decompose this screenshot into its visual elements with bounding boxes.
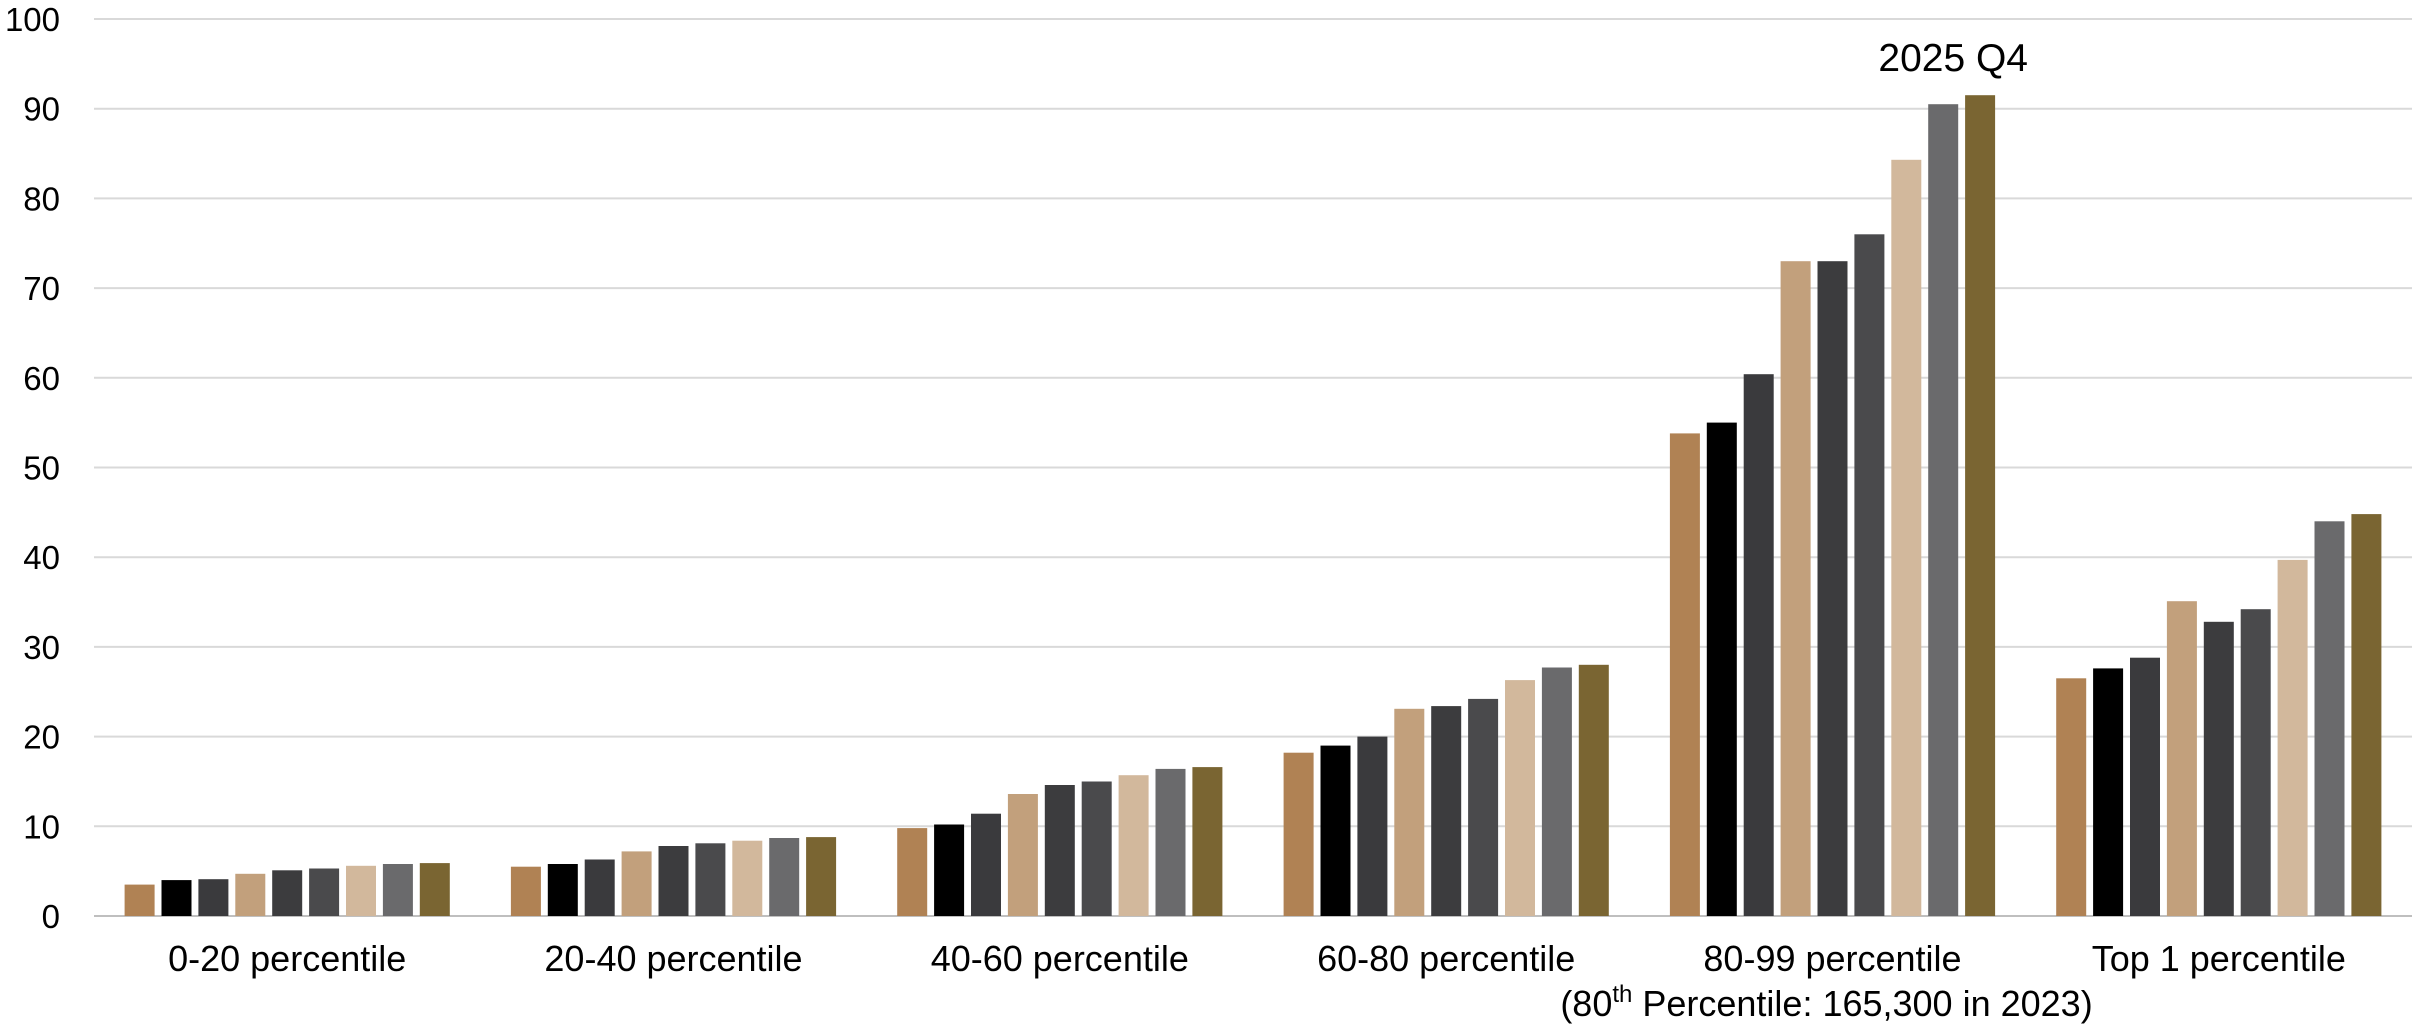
y-tick-label: 70 (23, 270, 60, 307)
bar (124, 884, 155, 916)
y-tick-label: 100 (5, 1, 60, 38)
bar (547, 864, 578, 916)
category-note-suffix: Percentile: 165,300 in 2023) (1632, 983, 2092, 1024)
bar (2203, 621, 2234, 916)
bar (2166, 601, 2197, 916)
bar (1891, 159, 1922, 917)
bar (1357, 736, 1388, 916)
bar (1394, 708, 1425, 916)
bar (806, 837, 837, 916)
bar (272, 870, 303, 916)
bar (1854, 234, 1885, 917)
bar (934, 824, 965, 916)
category-note: (80th Percentile: 165,300 in 2023) (1560, 981, 2092, 1024)
bar (1320, 745, 1351, 916)
x-category-label: 60-80 percentile (1317, 938, 1575, 979)
bar (161, 880, 192, 916)
x-category-label: 80-99 percentile (1703, 938, 1961, 979)
bar (2093, 668, 2124, 916)
bar (2351, 514, 2382, 916)
bar (1118, 775, 1149, 916)
bar (1192, 767, 1223, 916)
y-tick-label: 0 (42, 898, 60, 935)
bar (235, 873, 266, 916)
x-category-label: 0-20 percentile (168, 938, 406, 979)
bar (1928, 104, 1959, 916)
bar (1081, 781, 1112, 916)
bar (1541, 667, 1572, 916)
bar (2056, 678, 2087, 916)
bar (769, 838, 800, 916)
bar (2314, 521, 2345, 916)
bar (1155, 768, 1186, 916)
bar (1007, 794, 1038, 916)
bar (510, 866, 541, 916)
bar (2240, 609, 2271, 916)
bar (621, 851, 652, 916)
x-category-label: 20-40 percentile (544, 938, 802, 979)
y-tick-label: 20 (23, 719, 60, 756)
y-tick-label: 10 (23, 808, 60, 845)
category-note-superscript: th (1612, 981, 1632, 1008)
y-tick-label: 80 (23, 180, 60, 217)
bar (1669, 433, 1700, 916)
bar (346, 865, 376, 916)
gridlines (94, 18, 2412, 917)
x-category-label: 40-60 percentile (931, 938, 1189, 979)
y-axis-tick-labels: 0 10 20 30 40 50 60 70 80 90 100 (5, 1, 60, 935)
bar (382, 864, 413, 916)
x-category-label: Top 1 percentile (2092, 938, 2346, 979)
bar (1578, 664, 1609, 916)
bar (897, 828, 928, 916)
bar (695, 843, 726, 916)
bar (1283, 752, 1314, 916)
bar (1044, 785, 1075, 916)
bar (1706, 422, 1737, 916)
category-note-prefix: (80 (1560, 983, 1612, 1024)
bar (2277, 559, 2308, 916)
bar (1817, 261, 1848, 916)
bar (1965, 95, 1996, 916)
bar (309, 868, 340, 916)
bar (1468, 698, 1499, 916)
last-series-annotation: 2025 Q4 (1878, 37, 2028, 80)
bar (1431, 706, 1462, 916)
bar (198, 879, 229, 916)
bar (971, 813, 1001, 916)
y-tick-label: 90 (23, 91, 60, 128)
bar (2130, 657, 2160, 916)
bar (1780, 261, 1811, 916)
y-tick-label: 60 (23, 360, 60, 397)
bars (124, 95, 2382, 917)
bar (584, 859, 615, 916)
y-tick-label: 40 (23, 539, 60, 576)
bar (1505, 680, 1535, 916)
bar (1743, 374, 1774, 916)
bar (658, 846, 689, 916)
y-tick-label: 50 (23, 450, 60, 487)
x-axis-category-labels: 0-20 percentile 20-40 percentile 40-60 per… (168, 938, 2346, 979)
bar (732, 840, 763, 916)
bar (419, 863, 450, 916)
y-tick-label: 30 (23, 629, 60, 666)
